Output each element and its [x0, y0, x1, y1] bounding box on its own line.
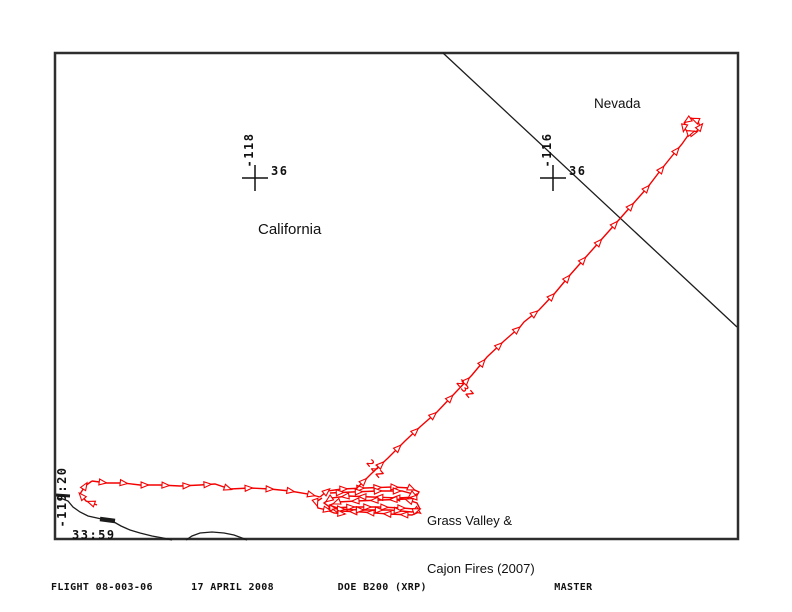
time-tick-arrow: [86, 500, 97, 508]
time-tick-arrow: [265, 484, 275, 493]
time-tick-arrow: [403, 497, 414, 506]
map-frame: [53, 51, 740, 541]
flight-track-northeast-leg: [354, 133, 690, 491]
time-tick-arrow: [493, 341, 504, 352]
graticule-lat-label-36-east: 36: [569, 164, 587, 178]
coastline-bay: [185, 531, 248, 541]
time-tick-arrow: [355, 505, 366, 514]
time-tick-arrow: [365, 509, 375, 517]
time-tick-arrow: [373, 487, 384, 495]
time-tick-arrow: [546, 292, 556, 303]
time-tick-arrow: [655, 165, 665, 175]
footer-flight-line: FLIGHT 08-003-06 17 APRIL 2008 DOE B200 …: [51, 582, 593, 593]
time-tick-arrow: [407, 489, 417, 499]
time-tick-arrow: [350, 496, 360, 505]
time-tick-arrow: [694, 122, 704, 133]
fire-annotation-line1: Grass Valley &: [427, 513, 513, 528]
time-tick-arrow: [374, 506, 385, 514]
time-tick-arrow: [357, 492, 367, 501]
time-tick-arrow: [182, 482, 192, 490]
time-tick-arrow: [670, 146, 680, 157]
time-tick-arrow: [98, 478, 109, 486]
time-tick-arrow: [354, 488, 365, 496]
time-tick-arrow: [388, 495, 398, 504]
time-tick-arrow: [625, 202, 635, 212]
time-tick-arrow: [427, 411, 438, 421]
time-tick-arrow: [335, 488, 346, 497]
corner-lon-label: -119:20: [55, 466, 69, 528]
time-tick-arrow: [285, 486, 296, 495]
time-tick-arrow: [311, 497, 319, 508]
time-tick-arrow: [561, 274, 571, 284]
time-tick-arrow: [476, 358, 486, 369]
time-tick-arrow: [683, 114, 694, 124]
time-tick-arrow: [79, 481, 88, 492]
coast-detail-mark: [55, 493, 71, 498]
time-tick-arrow: [399, 511, 409, 519]
time-tick-arrow: [78, 491, 88, 502]
coast-detail-mark: [99, 516, 116, 524]
graticule-lon-label-116: -116: [540, 132, 554, 168]
time-tick-arrow: [373, 493, 384, 502]
time-tick-arrow: [511, 325, 522, 336]
state-label-nevada: Nevada: [594, 96, 641, 111]
graticule-lat-label-36-west: 36: [271, 164, 289, 178]
time-tick-arrow: [577, 256, 587, 266]
time-tick-arrow: [380, 503, 390, 511]
time-tick-arrow: [393, 506, 404, 515]
time-tick-arrow: [369, 496, 379, 504]
time-tick-arrow: [222, 483, 233, 491]
time-tick-arrow: [397, 504, 407, 512]
time-tick-arrow: [392, 444, 402, 454]
time-tick-arrow: [321, 487, 331, 497]
time-tick-arrow: [375, 460, 385, 471]
time-tick-arrow: [346, 503, 356, 512]
time-tick-arrow: [411, 508, 422, 516]
time-tick-arrow: [340, 492, 350, 500]
time-tick-arrow: [322, 505, 333, 513]
time-tick-arrow: [363, 503, 373, 511]
time-tick-arrow: [331, 497, 342, 505]
state-label-california: California: [258, 221, 322, 238]
time-tick-arrow: [609, 220, 619, 230]
time-tick-arrow: [140, 481, 150, 489]
time-tick-arrow: [337, 509, 347, 518]
time-tick-arrow: [641, 184, 651, 194]
footer-info-block: FLIGHT 08-003-06 17 APRIL 2008 DOE B200 …: [51, 545, 593, 612]
time-tick-arrow: [119, 478, 130, 487]
time-tick-arrow: [529, 310, 539, 319]
fire-annotation: Grass Valley & Cajon Fires (2007): [427, 481, 535, 609]
time-tick-arrow: [685, 130, 696, 138]
fire-annotation-line2: Cajon Fires (2007): [427, 561, 535, 576]
time-tick-arrow: [306, 490, 317, 498]
time-tick-arrow: [244, 484, 254, 493]
time-tick-arrow: [409, 427, 420, 437]
time-tick-arrow: [203, 480, 213, 489]
state-boundary-line: [442, 52, 738, 328]
time-tick-arrow: [392, 487, 403, 495]
graticule-lon-label-118: -118: [242, 132, 256, 168]
corner-lat-label: 33:59: [72, 528, 116, 542]
time-tick-arrow: [324, 494, 335, 503]
time-tick-arrow: [339, 485, 349, 493]
time-tick-arrow: [690, 117, 701, 125]
time-tick-arrow: [593, 238, 603, 248]
time-tick-arrow: [461, 376, 471, 387]
time-tick-arrow: [406, 483, 417, 491]
time-tick-arrow: [161, 481, 171, 489]
time-tick-arrow: [680, 123, 689, 134]
time-tick-arrow: [444, 394, 454, 404]
time-tick-arrow: [358, 477, 368, 487]
time-tick-arrow: [382, 510, 392, 519]
